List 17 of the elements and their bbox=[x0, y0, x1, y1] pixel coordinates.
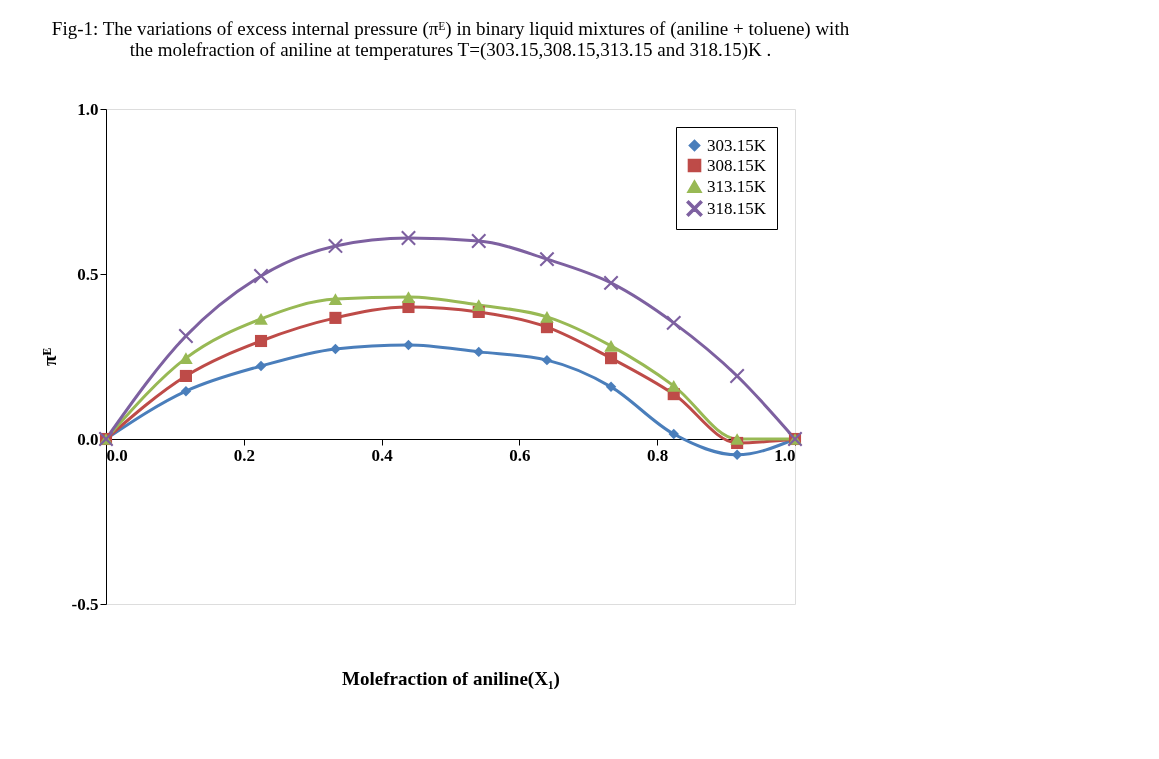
x-axis-title: Molefraction of aniline(X₁) bbox=[342, 667, 560, 690]
legend-label: 303.15K bbox=[707, 135, 767, 155]
x-tick-label: 1.0 bbox=[774, 445, 796, 465]
x-tick-label: 0.6 bbox=[509, 445, 531, 465]
y-tick-label: 1.0 bbox=[77, 99, 99, 119]
y-tick-label: -0.5 bbox=[71, 594, 99, 614]
x-tick-label: 0.2 bbox=[233, 445, 255, 465]
x-tick-label: 0.0 bbox=[106, 445, 128, 465]
y-axis-title: πᴱ bbox=[38, 347, 60, 366]
chart-title: Fig-1: The variations of excess internal pressure (πᴱ) in binary liquid mixtures of (aniline + toluene) with the molefraction of aniline at temperatures T=(303.15,308.15,313.15 and 318.15)K . bbox=[51, 18, 850, 61]
legend-label: 308.15K bbox=[707, 155, 767, 175]
x-tick-label: 0.8 bbox=[647, 445, 669, 465]
y-tick-label: 0.0 bbox=[77, 429, 99, 449]
legend-label: 318.15K bbox=[707, 198, 767, 218]
legend-label: 313.15K bbox=[707, 176, 767, 196]
y-tick-label: 0.5 bbox=[77, 264, 99, 284]
x-tick-label: 0.4 bbox=[371, 445, 394, 465]
